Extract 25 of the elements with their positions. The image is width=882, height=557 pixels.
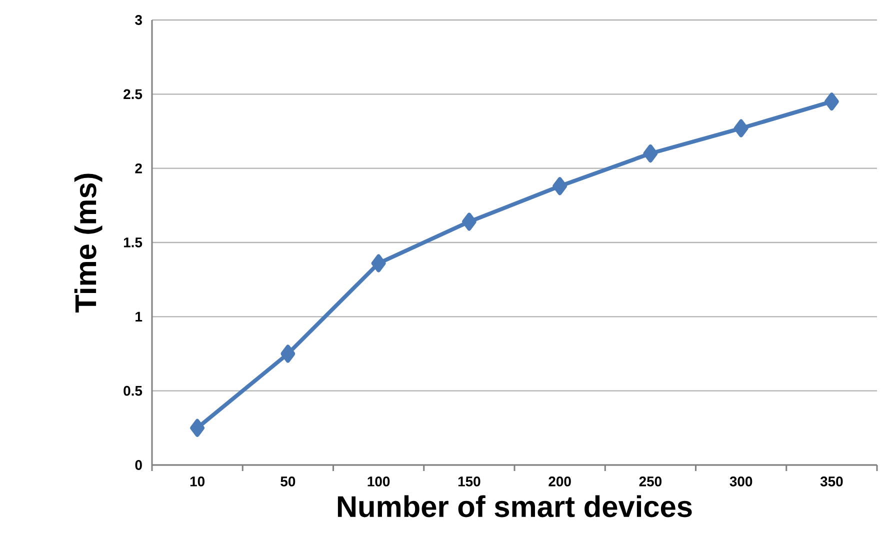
x-tick-label: 250 xyxy=(639,476,662,486)
y-tick-label: 1 xyxy=(136,312,142,322)
point xyxy=(371,254,386,272)
point xyxy=(734,119,748,138)
point xyxy=(190,418,205,437)
y-tick-label: 3 xyxy=(135,15,142,25)
x-tick-label: 50 xyxy=(280,476,296,486)
point xyxy=(280,344,296,363)
y-tick-label: 1.5 xyxy=(124,238,142,248)
point xyxy=(462,212,476,231)
x-tick-label: 200 xyxy=(548,476,571,486)
point xyxy=(824,92,839,111)
x-tick-label: 100 xyxy=(368,476,390,486)
x-tick-label: 10 xyxy=(190,476,204,486)
x-axis-title: Number of smart devices xyxy=(338,495,692,518)
y-axis-title: Time (ms) xyxy=(74,174,102,312)
y-tick-label: 2 xyxy=(135,163,142,174)
x-tick-label: 350 xyxy=(820,476,843,486)
x-tick-label: 300 xyxy=(730,476,752,486)
point xyxy=(643,144,658,162)
x-tick-label: 150 xyxy=(458,476,480,486)
y-tick-label: 2.5 xyxy=(124,89,142,100)
y-tick-label: 0 xyxy=(135,460,142,470)
y-tick-label: 0.5 xyxy=(124,386,142,396)
point xyxy=(552,177,568,196)
